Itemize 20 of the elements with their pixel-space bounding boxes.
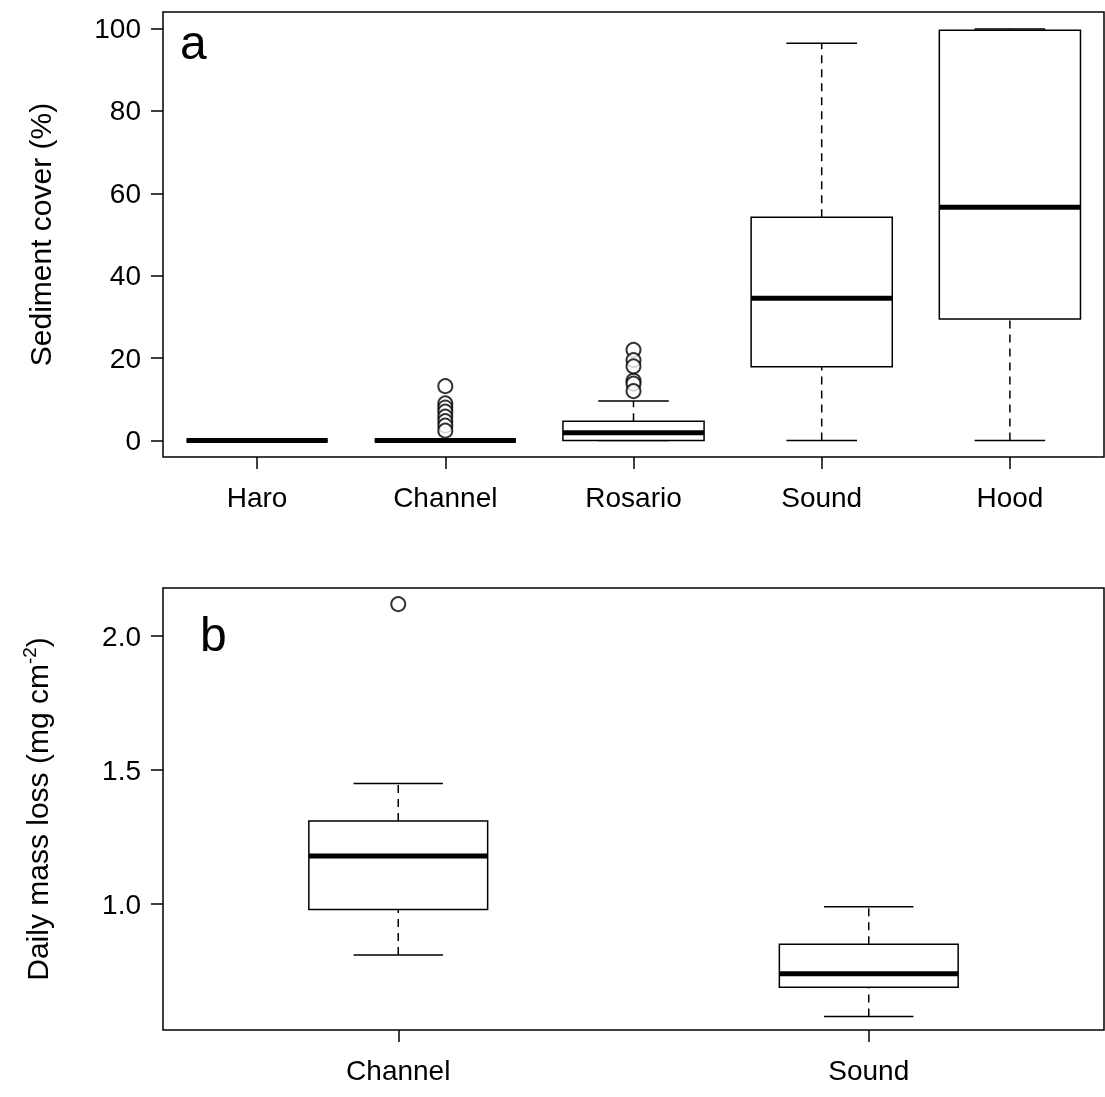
- x-tick-label: Sound: [828, 1054, 910, 1086]
- y-tick-label: 1.0: [102, 888, 141, 920]
- x-tick-label: Sound: [781, 481, 863, 513]
- y-axis-title: Daily mass loss (mg cm-2): [19, 637, 54, 981]
- x-tick-label: Channel: [346, 1054, 451, 1086]
- y-tick-label: 60: [109, 177, 141, 209]
- y-tick-label: 0: [125, 425, 141, 457]
- y-tick-label: 40: [109, 260, 141, 292]
- y-tick-label: 20: [109, 342, 141, 374]
- y-tick-label: 2.0: [102, 620, 141, 652]
- annotation: b: [200, 607, 227, 661]
- y-tick-label: 80: [109, 95, 141, 127]
- y-tick-label: 1.5: [102, 754, 141, 786]
- x-tick-label: Haro: [226, 481, 288, 513]
- x-tick-label: Rosario: [585, 481, 682, 513]
- x-tick-label: Hood: [976, 481, 1044, 513]
- annotation: a: [180, 15, 207, 69]
- x-tick-label: Channel: [393, 481, 498, 513]
- y-tick-label: 100: [94, 12, 141, 44]
- y-axis-title: Sediment cover (%): [23, 102, 57, 367]
